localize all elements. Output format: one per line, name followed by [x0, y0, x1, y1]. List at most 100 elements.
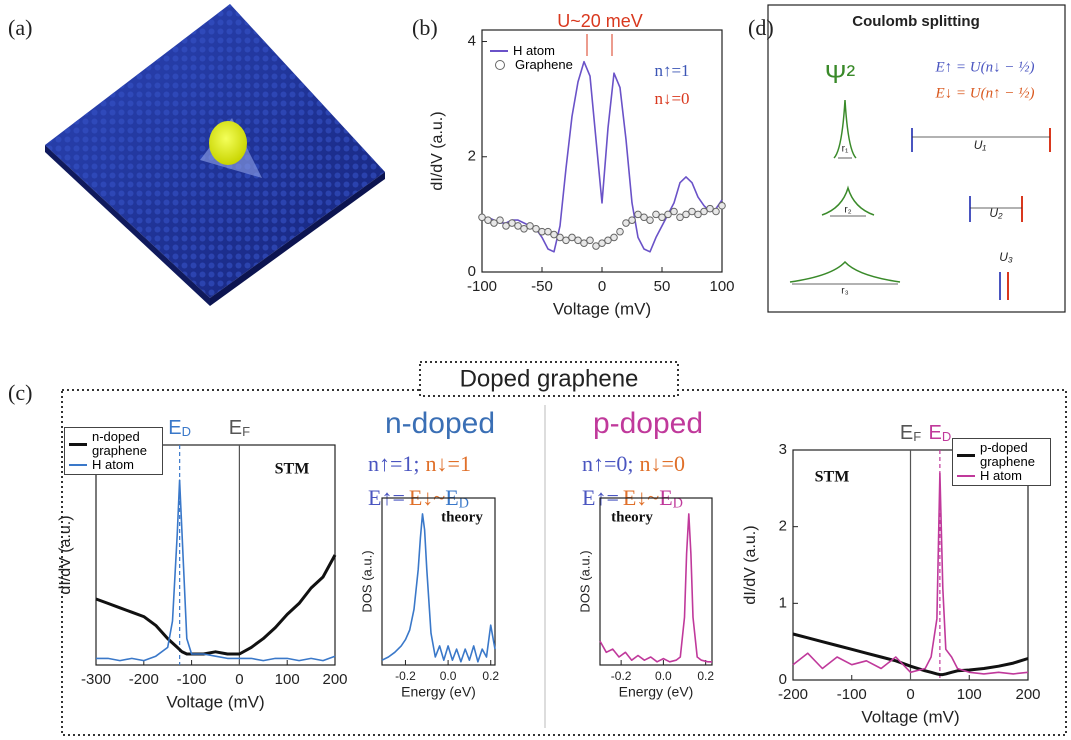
- x-tick-label: 200: [1015, 686, 1040, 703]
- data-point: [556, 233, 564, 242]
- x-tick-label: 100: [957, 686, 982, 703]
- x-tick-label: -100: [837, 686, 867, 703]
- plot-frame: [381, 497, 496, 666]
- x-tick-label: -200: [778, 686, 808, 703]
- x-tick-label: 0: [598, 278, 606, 295]
- coulomb-label: U₃: [999, 250, 1013, 264]
- data-point: [520, 224, 528, 233]
- legend: n-doped graphene H atom: [64, 427, 163, 475]
- x-tick-label: -200: [129, 671, 159, 688]
- reference-label: EF: [229, 417, 250, 439]
- data-point: [586, 236, 594, 245]
- reference-label: ED: [168, 417, 191, 439]
- y-tick-label: 2: [779, 518, 787, 535]
- data-line: [96, 479, 336, 662]
- legend-entry: p-doped graphene: [957, 441, 1046, 469]
- legend-swatch: [495, 60, 505, 70]
- data-point: [550, 230, 558, 239]
- data-point: [694, 210, 702, 219]
- x-tick-label: -0.2: [395, 669, 416, 683]
- data-point: [592, 242, 600, 250]
- y-tick-label: 0: [779, 671, 787, 688]
- annotation: n↑=1: [654, 61, 689, 80]
- y-axis-label: DOS (a.u.): [359, 550, 374, 612]
- plot-frame: [599, 497, 713, 666]
- x-tick-label: -0.2: [611, 669, 632, 683]
- annotation: STM: [275, 461, 310, 478]
- doping-title: p-doped: [593, 407, 703, 440]
- x-tick-label: 50: [654, 278, 671, 295]
- data-point: [574, 236, 582, 245]
- doping-title: n-doped: [385, 407, 495, 440]
- data-point: [532, 224, 540, 233]
- y-tick-label: 4: [468, 32, 476, 49]
- legend-entry: n-doped graphene: [69, 430, 158, 458]
- annotation: STM: [815, 469, 850, 486]
- data-point: [652, 210, 660, 219]
- y-tick-label: 2: [468, 148, 476, 165]
- panel-label: (b): [412, 15, 438, 40]
- coulomb-label: U₁: [974, 138, 987, 152]
- legend-entry: H atom: [957, 469, 1046, 483]
- data-point: [544, 227, 552, 236]
- legend-label: Graphene: [515, 57, 573, 72]
- legend-entry: H atom: [490, 44, 573, 58]
- psi-label: Ψ²: [825, 59, 856, 89]
- y-tick-label: 3: [779, 441, 787, 458]
- data-line: [381, 513, 496, 663]
- y-axis-label: dI/dV (a.u.): [742, 525, 759, 604]
- x-axis-label: Energy (eV): [619, 684, 694, 700]
- legend-entry: H atom: [69, 458, 158, 472]
- wavefunctions: [789, 99, 901, 283]
- legend-label: H atom: [92, 457, 134, 472]
- y-axis-label: DOS (a.u.): [577, 550, 592, 612]
- data-point: [682, 210, 690, 219]
- data-point: [634, 210, 642, 219]
- title-box: [419, 361, 679, 397]
- annotation: theory: [611, 509, 653, 525]
- data-point: [676, 213, 684, 222]
- radius-label: r₂: [844, 205, 851, 216]
- data-point: [640, 213, 648, 222]
- x-tick-label: -300: [81, 671, 111, 688]
- x-axis-label: Voltage (mV): [861, 707, 959, 726]
- legend-label: H atom: [980, 468, 1022, 483]
- data-point: [688, 207, 696, 216]
- panel-label: (d): [748, 15, 774, 40]
- legend-label: p-doped graphene: [980, 440, 1035, 469]
- data-point: [526, 222, 534, 230]
- annotation: U~20 meV: [557, 11, 643, 31]
- data-point: [670, 207, 678, 216]
- data-point: [508, 219, 516, 227]
- x-tick-label: 0.0: [440, 669, 457, 683]
- x-tick-label: 200: [322, 671, 347, 688]
- y-axis-label: dI/dV (a.u.): [57, 515, 74, 594]
- x-axis-label: Energy (eV): [401, 684, 476, 700]
- data-point: [598, 239, 606, 247]
- legend-swatch: [490, 50, 508, 52]
- data-point: [706, 204, 714, 213]
- annotation: theory: [441, 509, 483, 525]
- coulomb-label: U₂: [989, 206, 1003, 220]
- radius-arrows: [792, 157, 898, 285]
- annotation: n↓=0: [654, 89, 689, 108]
- data-point: [622, 219, 630, 227]
- panel-title: Doped graphene: [460, 365, 639, 392]
- y-tick-label: 0: [468, 263, 476, 280]
- x-tick-label: 100: [275, 671, 300, 688]
- occupation-up: n↑=0;: [582, 451, 634, 476]
- data-point: [718, 201, 726, 210]
- x-tick-label: 0.2: [697, 669, 714, 683]
- data-point: [712, 207, 720, 216]
- data-line: [792, 632, 1029, 677]
- legend-label: H atom: [513, 43, 555, 58]
- spin-arrows: [911, 128, 1051, 300]
- panel-title: Coulomb splitting: [852, 13, 979, 30]
- x-tick-label: -100: [467, 278, 497, 295]
- x-tick-label: 100: [709, 278, 734, 295]
- data-point: [610, 233, 618, 242]
- data-point: [646, 216, 654, 224]
- data-point: [580, 239, 588, 247]
- data-point: [514, 222, 522, 230]
